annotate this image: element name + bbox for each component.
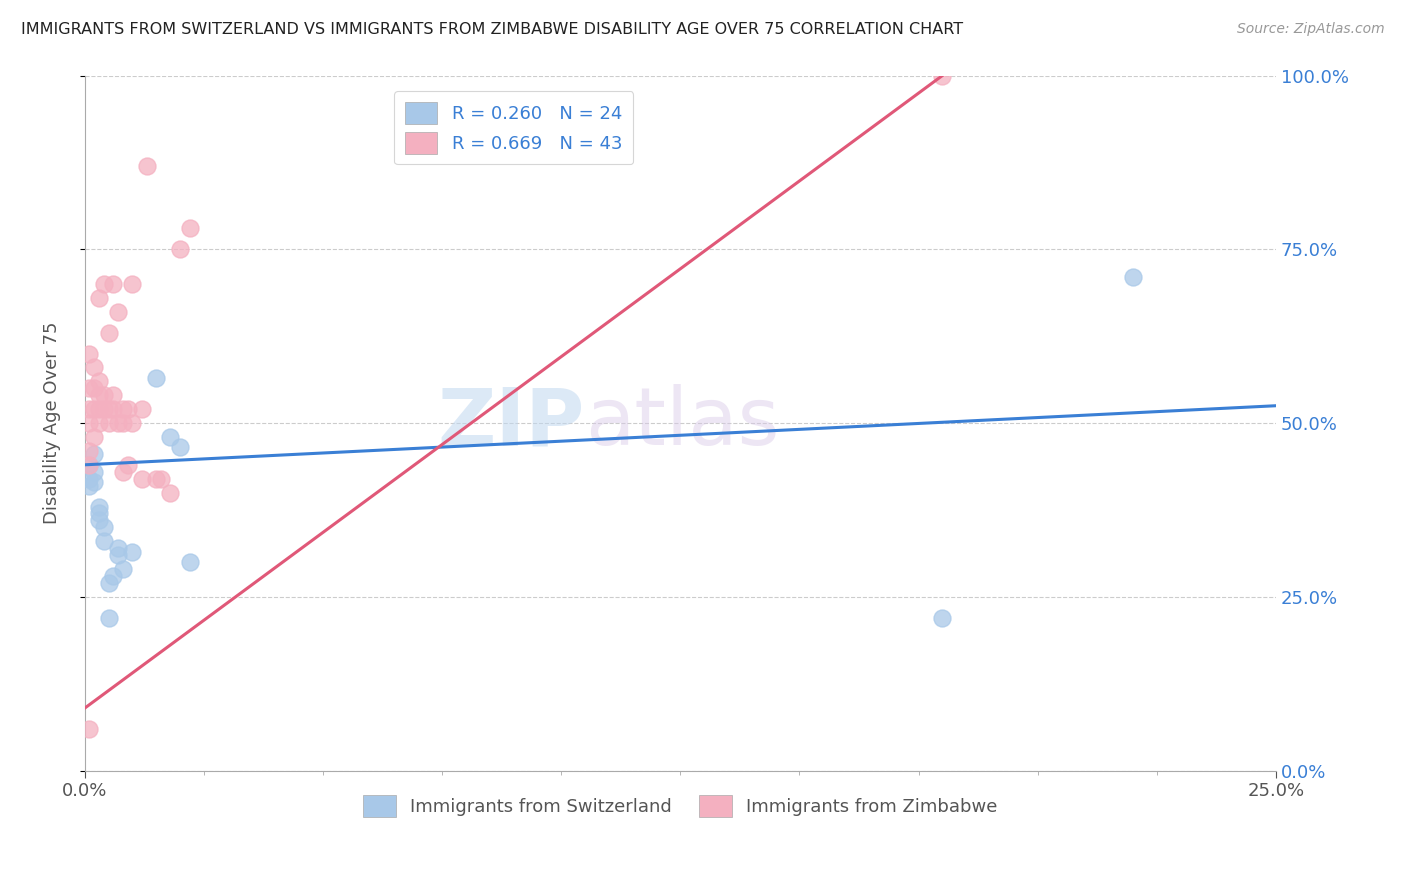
Point — [97, 326, 120, 340]
Point — [87, 416, 110, 430]
Text: ZIP: ZIP — [437, 384, 585, 462]
Point — [93, 534, 115, 549]
Point — [107, 416, 129, 430]
Y-axis label: Disability Age Over 75: Disability Age Over 75 — [44, 322, 60, 524]
Point — [103, 277, 125, 291]
Point — [149, 472, 172, 486]
Point — [97, 611, 120, 625]
Point — [83, 475, 105, 490]
Point — [103, 569, 125, 583]
Point — [107, 548, 129, 562]
Point — [87, 388, 110, 402]
Point — [131, 472, 153, 486]
Point — [117, 458, 139, 472]
Point — [121, 416, 143, 430]
Point — [111, 416, 134, 430]
Point — [93, 402, 115, 417]
Point — [87, 402, 110, 417]
Point — [79, 402, 101, 417]
Point — [79, 346, 101, 360]
Point — [79, 458, 101, 472]
Point — [103, 402, 125, 417]
Text: IMMIGRANTS FROM SWITZERLAND VS IMMIGRANTS FROM ZIMBABWE DISABILITY AGE OVER 75 C: IMMIGRANTS FROM SWITZERLAND VS IMMIGRANT… — [21, 22, 963, 37]
Point — [169, 242, 191, 256]
Point — [97, 402, 120, 417]
Point — [1122, 270, 1144, 285]
Point — [79, 722, 101, 736]
Point — [121, 277, 143, 291]
Point — [87, 291, 110, 305]
Point — [121, 545, 143, 559]
Point — [87, 500, 110, 514]
Point — [107, 541, 129, 556]
Point — [145, 371, 167, 385]
Point — [83, 465, 105, 479]
Legend: Immigrants from Switzerland, Immigrants from Zimbabwe: Immigrants from Switzerland, Immigrants … — [356, 788, 1005, 824]
Point — [179, 555, 201, 569]
Point — [79, 381, 101, 395]
Point — [87, 513, 110, 527]
Point — [111, 465, 134, 479]
Point — [131, 402, 153, 417]
Point — [135, 159, 157, 173]
Point — [111, 402, 134, 417]
Point — [111, 562, 134, 576]
Point — [97, 576, 120, 591]
Point — [79, 478, 101, 492]
Point — [83, 430, 105, 444]
Point — [83, 360, 105, 375]
Point — [103, 388, 125, 402]
Point — [145, 472, 167, 486]
Point — [87, 375, 110, 389]
Point — [159, 485, 181, 500]
Point — [83, 381, 105, 395]
Point — [931, 611, 953, 625]
Point — [169, 441, 191, 455]
Point — [83, 447, 105, 461]
Text: atlas: atlas — [585, 384, 779, 462]
Point — [83, 402, 105, 417]
Point — [93, 277, 115, 291]
Text: Source: ZipAtlas.com: Source: ZipAtlas.com — [1237, 22, 1385, 37]
Point — [97, 416, 120, 430]
Point — [159, 430, 181, 444]
Point — [93, 388, 115, 402]
Point — [931, 69, 953, 83]
Point — [79, 458, 101, 472]
Point — [117, 402, 139, 417]
Point — [79, 416, 101, 430]
Point — [79, 472, 101, 486]
Point — [79, 444, 101, 458]
Point — [179, 221, 201, 235]
Point — [87, 507, 110, 521]
Point — [107, 305, 129, 319]
Point — [93, 520, 115, 534]
